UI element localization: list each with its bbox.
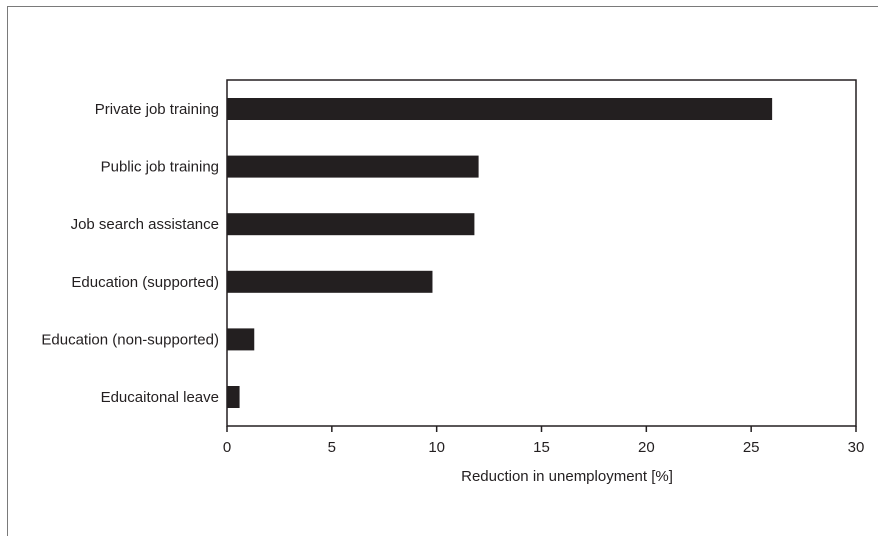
x-tick-label: 15: [533, 439, 550, 456]
x-tick-label: 20: [638, 439, 655, 456]
category-label: Public job training: [101, 159, 219, 176]
x-tick-label: 30: [848, 439, 865, 456]
category-label: Job search assistance: [71, 216, 219, 233]
bar: [227, 98, 773, 120]
category-label: Education (non-supported): [41, 331, 219, 348]
x-tick-label: 25: [743, 439, 760, 456]
category-label: Private job training: [95, 101, 219, 118]
bar: [227, 328, 255, 351]
category-label: Education (supported): [71, 274, 219, 291]
x-axis-label: Reduction in unemployment [%]: [461, 468, 673, 485]
figure-frame: [7, 6, 878, 536]
x-tick-label: 0: [223, 439, 231, 456]
bar: [227, 213, 475, 236]
plot-area: [226, 79, 857, 427]
category-label: Educaitonal leave: [101, 389, 219, 406]
x-tick-label: 10: [428, 439, 445, 456]
x-tick-label: 5: [328, 439, 336, 456]
bar: [227, 386, 240, 408]
bar: [227, 155, 479, 178]
bar: [227, 270, 433, 293]
